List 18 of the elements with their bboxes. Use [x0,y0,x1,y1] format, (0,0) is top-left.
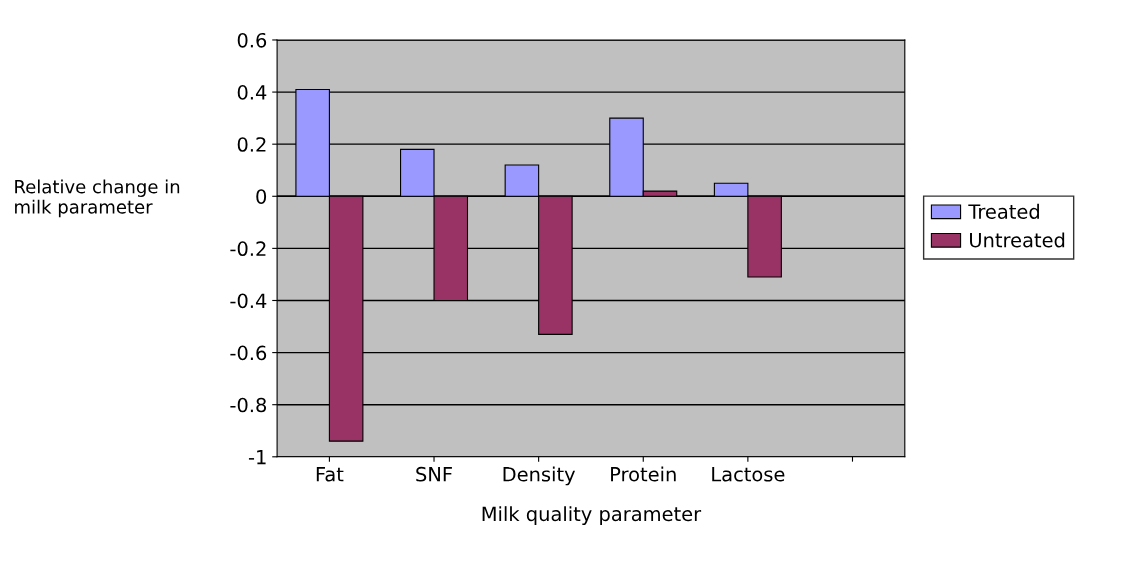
x-tick-label: Protein [611,466,676,482]
x-tick-label: SNF [416,466,452,482]
y-tick-label: -0.8 [230,397,267,413]
legend-label: Treated [968,203,1039,219]
x-tick-label: Density [503,466,576,486]
y-tick-label: -1 [248,450,266,465]
legend-label: Untreated [970,232,1065,248]
y-tick-label: -0.6 [230,345,267,361]
y-tick-label: -0.2 [230,241,266,257]
y-tick-label: 0.6 [237,32,267,48]
y-tick-label: 0.2 [237,137,266,152]
x-axis-title: Milk quality parameter [482,506,702,525]
x-tick-label: Fat [316,467,344,482]
y-tick-label: -0.4 [230,293,267,309]
x-tick-label: Lactose [712,467,785,482]
y-tick-label: 0.4 [237,85,267,100]
y-tick-label: 0 [256,189,267,204]
y-axis-title: Relative change in milk parameter [15,179,180,218]
